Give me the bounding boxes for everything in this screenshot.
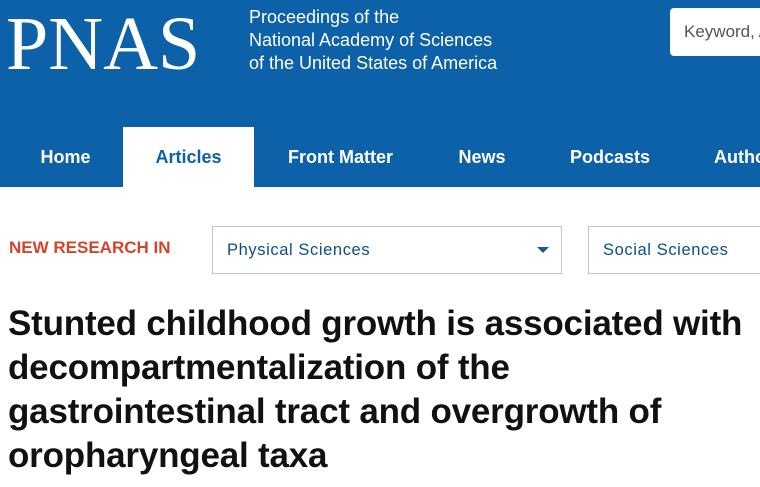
- nav-item-podcasts[interactable]: Podcasts: [569, 146, 651, 167]
- nav-item-articles[interactable]: Articles: [123, 127, 254, 187]
- article-title: Stunted childhood growth is associated w…: [8, 302, 760, 478]
- nav-item-news[interactable]: News: [458, 146, 506, 167]
- physical-sciences-select-value: Physical Sciences: [227, 240, 371, 259]
- pnas-logo[interactable]: PNAS: [6, 2, 201, 86]
- tagline-line-2: National Academy of Sciences: [249, 30, 493, 50]
- nav-item-authors[interactable]: Authors: [714, 146, 760, 167]
- article-title-line-4: oropharyngeal taxa: [8, 436, 328, 475]
- main-nav: Home Articles Front Matter News Podcasts…: [0, 127, 760, 187]
- tagline-line-3: of the United States of America: [249, 53, 498, 73]
- new-research-label: NEW RESEARCH IN: [9, 238, 171, 257]
- tagline-line-1: Proceedings of the: [249, 7, 400, 27]
- chevron-down-icon: [537, 247, 549, 253]
- nav-item-front-matter[interactable]: Front Matter: [288, 146, 393, 167]
- tagline: Proceedings of the National Academy of S…: [249, 6, 497, 75]
- article-title-line-1: Stunted childhood growth is associated w…: [8, 304, 743, 343]
- article-title-line-2: decompartmentalization of the: [8, 348, 510, 387]
- nav-item-home[interactable]: Home: [40, 146, 91, 167]
- article-title-line-3: gastrointestinal tract and overgrowth of: [8, 392, 662, 431]
- search-input[interactable]: [670, 8, 760, 56]
- physical-sciences-select[interactable]: Physical Sciences: [212, 226, 562, 274]
- site-header: PNAS Proceedings of the National Academy…: [0, 0, 760, 187]
- social-sciences-select[interactable]: Social Sciences: [588, 226, 760, 274]
- social-sciences-select-value: Social Sciences: [603, 240, 729, 259]
